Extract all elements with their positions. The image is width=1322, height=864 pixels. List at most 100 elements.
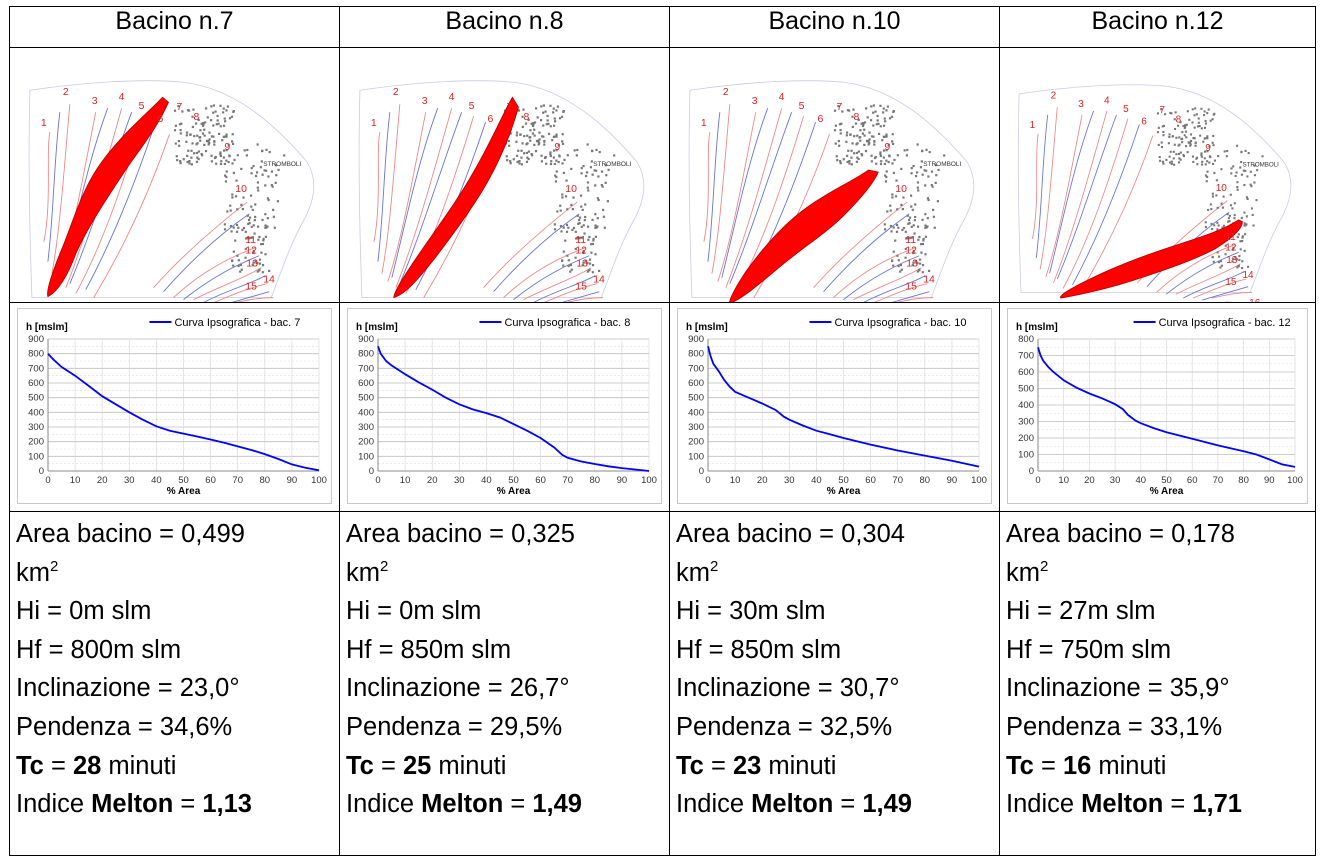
header-cell-bacino-12: Bacino n.12 [999,6,1316,48]
legend-label: Curva Ipsografica - bac. 7 [174,317,300,329]
stream-line [863,275,926,302]
highlighted-basin [393,96,519,299]
stream-line [163,213,250,292]
stream-number-label: 6 [158,114,164,125]
y-tick-label: 900 [28,334,44,345]
y-tick-label: 700 [358,363,374,374]
melton-prefix: Indice [16,790,92,819]
y-tick-label: 200 [28,437,44,448]
stream-number-label: 4 [779,92,785,103]
melton-line: Indice Melton = 1,13 [16,785,339,824]
stream-number-label: 5 [139,101,145,112]
chart-svg: 0 100 200 300 400 500 600 700 800 0 10 20 30 40 50 60 70… [1016,317,1303,497]
stream-number-label: 9 [884,142,890,153]
area-unit-exponent: 2 [710,558,719,576]
catchment-boundary [373,132,381,242]
stream-line [729,112,793,284]
slope-line: Pendenza = 33,1% [1006,712,1223,741]
header-cell-bacino-8: Bacino n.8 [339,6,670,48]
x-axis-label: % Area [827,486,861,497]
stream-number-label: 14 [263,275,275,286]
y-tick-label: 500 [358,393,374,404]
hi-line: Hi = 30m slm [676,597,826,626]
melton-value: 1,49 [862,790,912,819]
area-unit-line: km2 [676,554,999,593]
y-tick-label: 0 [1029,466,1034,477]
area-unit-exponent: 2 [50,558,59,576]
area-line: Area bacino = 0,304 [676,515,999,554]
y-tick-label: 200 [358,437,374,448]
stream-number-label: 11 [1225,232,1236,243]
x-tick-label: 70 [232,475,243,486]
x-tick-label: 30 [124,475,135,486]
highlighted-basin [729,169,879,302]
y-tick-label: 300 [358,422,374,433]
tc-unit: minuti [1091,751,1167,780]
y-tick-label: 600 [688,378,704,389]
stream-line [1056,114,1117,280]
catchment-boundary [1156,244,1235,293]
y-tick-label: 700 [688,363,704,374]
y-tick-label: 400 [688,407,704,418]
hypsographic-curve [47,353,320,472]
stream-number-label: 2 [1051,91,1057,102]
catchment-boundary [387,112,427,282]
hf-line: Hf = 750m slm [1006,635,1172,664]
stream-number-label: 4 [449,92,455,103]
y-tick-label: 100 [358,451,374,462]
stream-line [391,108,439,278]
island-map-drawing: 1234567891011121314151617STROMBOLI [1017,84,1292,302]
stream-number-label: 15 [1225,277,1237,288]
island-map-drawing: 1234567891011121314151617STROMBOLI [358,80,645,302]
basin-map: 1234567891011121314151617STROMBOLI [10,48,339,302]
stream-number-label: 14 [593,275,605,286]
stream-line [1183,271,1245,299]
tc-eq: = [1033,751,1063,780]
melton-line: Indice Melton = 1,71 [1006,785,1315,824]
stream-number-label: 6 [818,114,824,125]
x-tick-label: 80 [920,475,931,486]
slope-line: Pendenza = 29,5% [346,712,563,741]
stream-number-label: 12 [1225,242,1237,253]
stream-number-label: 15 [575,282,587,293]
stream-line [85,122,156,290]
hf-line: Hf = 800m slm [16,635,182,664]
basin-comparison-table: Bacino n.7 Bacino n.8 Bacino n.10 Bacino… [9,6,1316,856]
stream-number-label: 2 [723,87,729,98]
catchment-boundary [896,297,934,302]
hypsographic-chart: 0 100 200 300 400 500 600 700 800 900 0 10 20 30 40 50 6… [347,308,662,504]
stream-number-label: 1 [1030,120,1036,131]
map-cell: 1234567891011121314151617STROMBOLI [669,47,1000,303]
stream-line [1165,251,1239,295]
y-axis-label: h [mslm] [1016,322,1058,333]
tc-unit: minuti [101,751,177,780]
melton-line: Indice Melton = 1,49 [676,785,999,824]
stream-number-label: 5 [799,101,805,112]
stream-number-label: 7 [176,102,182,113]
area-value: Area bacino = 0,499 [16,520,245,548]
stream-line [231,291,270,302]
area-line: Area bacino = 0,499 [16,515,339,554]
y-tick-label: 300 [688,422,704,433]
melton-key: Melton [421,790,504,819]
x-tick-label: 50 [1161,475,1172,486]
stream-line [1072,124,1140,285]
y-tick-label: 600 [1018,367,1034,378]
stream-number-label: 3 [1078,99,1084,110]
x-tick-label: 40 [811,475,822,486]
header-cell-bacino-10: Bacino n.10 [669,6,1000,48]
tc-value: 16 [1062,751,1092,780]
area-unit: km [16,558,50,587]
x-tick-label: 50 [178,475,189,486]
tc-line: Tc = 25 minuti [346,747,669,786]
tc-eq: = [43,751,73,780]
chart-svg: 0 100 200 300 400 500 600 700 800 900 0 10 20 30 40 50 6… [26,317,327,497]
x-axis-label: % Area [1150,486,1184,497]
island-outline [358,80,645,299]
slope-line: Pendenza = 32,5% [676,712,893,741]
melton-eq: = [833,790,863,819]
stream-line [1049,110,1094,274]
stream-number-label: 10 [565,184,577,195]
melton-prefix: Indice [676,790,752,819]
y-tick-label: 800 [358,349,374,360]
